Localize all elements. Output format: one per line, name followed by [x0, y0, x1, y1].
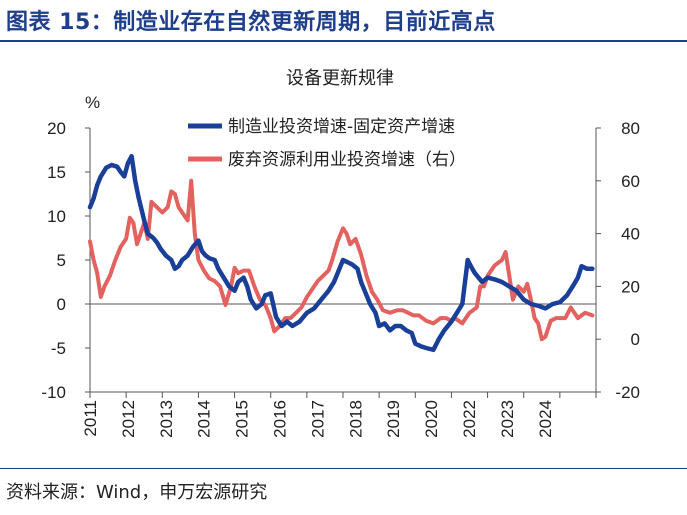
title-divider [0, 40, 687, 42]
y-right-tick-label: 80 [621, 119, 640, 138]
x-tick-label: 2020 [422, 400, 441, 438]
y-right-tick-label: -20 [615, 383, 640, 402]
figure-title: 图表 15：制造业存在自然更新周期，目前近高点 [6, 10, 496, 35]
y-left-tick-label: 5 [57, 251, 66, 270]
y-left-tick-label: 0 [57, 295, 66, 314]
chart-legend: 制造业投资增速-固定资产增速 废弃资源利用业投资增速（右） [188, 117, 466, 170]
series-line-manufacturing [87, 153, 595, 353]
y-axis-unit: % [85, 93, 100, 112]
x-tick-label: 2019 [384, 400, 403, 438]
y-right-tick-label: 40 [621, 225, 640, 244]
x-tick-label: 2011 [81, 400, 100, 437]
x-tick-label: 2016 [271, 400, 290, 438]
source-note: 资料来源：Wind，申万宏源研究 [6, 482, 268, 503]
legend-label-series-2: 废弃资源利用业投资增速（右） [228, 150, 466, 170]
x-tick-label: 2012 [119, 400, 138, 438]
y-left-tick-label: 20 [47, 119, 66, 138]
y-right-tick-label: 60 [621, 172, 640, 191]
y-right-tick-label: 20 [621, 277, 640, 296]
legend-label-series-1: 制造业投资增速-固定资产增速 [228, 117, 455, 137]
x-tick-label: 2015 [233, 400, 252, 438]
x-tick-label: 2024 [536, 400, 555, 438]
source-divider [0, 468, 687, 469]
x-tick-label: 2022 [460, 400, 479, 438]
x-tick-label: 2014 [195, 400, 214, 438]
y-left-tick-label: -10 [41, 383, 66, 402]
y-right-tick-label: 0 [631, 330, 640, 349]
x-tick-label: 2018 [346, 400, 365, 438]
x-tick-label: 2017 [308, 400, 327, 438]
x-tick-label: 2023 [498, 400, 517, 438]
chart-title: 设备更新规律 [286, 68, 394, 89]
y-left-tick-label: -5 [51, 339, 66, 358]
y-left-tick-label: 15 [47, 163, 66, 182]
y-left-tick-label: 10 [47, 207, 66, 226]
line-chart: 设备更新规律 % -10 -5 0 5 10 15 20 -20 0 20 40 60 80 2011 20… [41, 68, 640, 438]
x-tick-label: 2013 [157, 400, 176, 438]
series-line-waste-recycling [88, 178, 595, 342]
